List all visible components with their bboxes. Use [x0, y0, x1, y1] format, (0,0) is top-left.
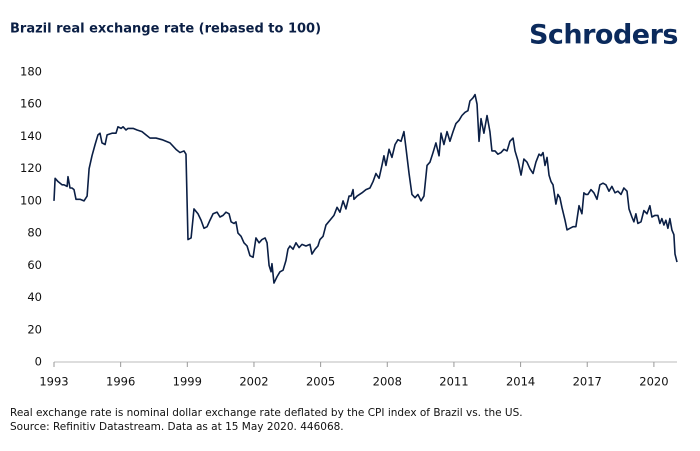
footnote: Source: Refinitiv Datastream. Data as at… — [10, 421, 344, 433]
y-tick-label: 60 — [27, 258, 42, 272]
x-tick-label: 2020 — [639, 375, 668, 389]
y-tick-label: 80 — [27, 226, 42, 240]
y-tick-label: 180 — [20, 65, 42, 79]
x-tick-label: 2011 — [439, 375, 468, 389]
x-tick-label: 2017 — [573, 375, 602, 389]
y-tick-label: 140 — [20, 129, 42, 143]
x-tick-label: 2008 — [373, 375, 402, 389]
y-tick-label: 0 — [35, 355, 42, 369]
chart-title: Brazil real exchange rate (rebased to 10… — [10, 22, 321, 37]
y-tick-label: 100 — [20, 193, 42, 207]
y-tick-label: 40 — [27, 290, 42, 304]
footnote: Real exchange rate is nominal dollar exc… — [10, 407, 523, 419]
x-tick-label: 2002 — [239, 375, 268, 389]
y-tick-label: 120 — [20, 161, 42, 175]
brand-logo: Schroders — [529, 20, 678, 51]
x-tick-label: 2005 — [306, 375, 335, 389]
x-tick-label: 1999 — [173, 375, 202, 389]
y-tick-label: 160 — [20, 97, 42, 111]
x-tick-label: 1996 — [106, 375, 135, 389]
y-tick-label: 20 — [27, 322, 42, 336]
x-tick-label: 1993 — [39, 375, 68, 389]
data-line — [53, 93, 678, 284]
x-tick-label: 2014 — [506, 375, 535, 389]
